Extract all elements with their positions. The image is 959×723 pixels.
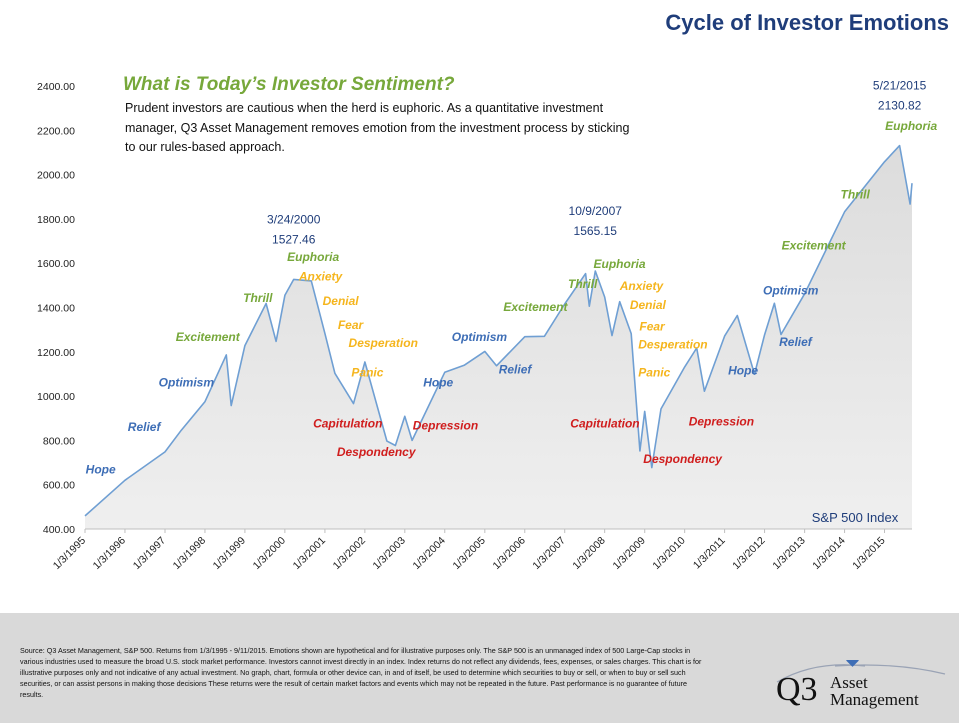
emotion-labels: HopeReliefOptimismExcitementThrillEuphor… xyxy=(86,119,938,477)
emotion-label-depression: Depression xyxy=(689,414,754,428)
x-tick-label: 1/3/1995 xyxy=(51,535,88,572)
emotion-label-despondency: Despondency xyxy=(337,445,417,459)
y-tick-label: 400.00 xyxy=(43,524,75,536)
y-tick-label: 2000.00 xyxy=(37,170,75,182)
x-tick-label: 1/3/2007 xyxy=(530,535,567,572)
page-title: Cycle of Investor Emotions xyxy=(665,10,949,35)
emotion-label-relief: Relief xyxy=(779,335,813,349)
logo-company-name: Asset Management xyxy=(830,674,919,708)
peak-value-label: 1527.46 xyxy=(272,232,316,246)
emotion-label-euphoria: Euphoria xyxy=(287,250,339,264)
emotion-label-anxiety: Anxiety xyxy=(298,269,344,283)
x-tick-label: 1/3/2002 xyxy=(331,535,368,572)
peak-date-label: 3/24/2000 xyxy=(267,212,321,226)
x-tick-label: 1/3/2014 xyxy=(810,535,847,572)
x-tick-label: 1/3/2004 xyxy=(410,535,447,572)
emotion-label-optimism: Optimism xyxy=(452,330,508,344)
emotion-label-euphoria: Euphoria xyxy=(594,257,646,271)
x-tick-label: 1/3/2009 xyxy=(610,535,647,572)
peak-value-label: 2130.82 xyxy=(878,99,922,113)
y-tick-label: 2400.00 xyxy=(37,81,75,93)
sp500-emotion-chart: 400.00 600.00 800.00 1000.00 1200.00 1400.00 1… xyxy=(37,74,938,572)
emotion-label-denial: Denial xyxy=(630,298,667,312)
y-tick-label: 1800.00 xyxy=(37,214,75,226)
x-tick-label: 1/3/2012 xyxy=(730,535,767,572)
emotion-label-thrill: Thrill xyxy=(568,277,598,291)
sentiment-box: What is Today’s Investor Sentiment? Prud… xyxy=(123,74,629,154)
emotion-label-denial: Denial xyxy=(323,294,360,308)
series-label: S&P 500 Index xyxy=(812,510,899,525)
emotion-label-panic: Panic xyxy=(638,366,670,380)
x-tick-label: 1/3/1998 xyxy=(171,535,208,572)
y-tick-label: 1400.00 xyxy=(37,303,75,315)
logo-line-management: Management xyxy=(830,690,919,709)
emotion-label-excitement: Excitement xyxy=(503,300,568,314)
emotion-label-anxiety: Anxiety xyxy=(619,279,665,293)
x-tick-label: 1/3/2003 xyxy=(371,535,408,572)
emotion-label-thrill: Thrill xyxy=(841,188,871,202)
y-axis-ticks: 400.00 600.00 800.00 1000.00 1200.00 1400.00 1… xyxy=(37,81,75,536)
emotion-label-relief: Relief xyxy=(128,420,162,434)
emotion-label-despondency: Despondency xyxy=(643,452,723,466)
logo-line-asset: Asset xyxy=(830,673,868,692)
x-tick-label: 1/3/2010 xyxy=(650,535,687,572)
x-tick-label: 1/3/1999 xyxy=(211,535,248,572)
emotion-label-panic: Panic xyxy=(351,366,383,380)
emotion-label-fear: Fear xyxy=(639,319,666,333)
y-tick-label: 1000.00 xyxy=(37,391,75,403)
y-tick-label: 2200.00 xyxy=(37,125,75,137)
emotion-label-depression: Depression xyxy=(413,418,478,432)
emotion-label-hope: Hope xyxy=(423,375,453,389)
x-tick-label: 1/3/2013 xyxy=(770,535,807,572)
y-tick-label: 800.00 xyxy=(43,435,75,447)
emotion-label-relief: Relief xyxy=(499,363,533,377)
emotion-label-thrill: Thrill xyxy=(243,291,273,305)
emotion-label-excitement: Excitement xyxy=(176,330,241,344)
footer: Source: Q3 Asset Management, S&P 500. Re… xyxy=(0,613,959,723)
emotion-label-optimism: Optimism xyxy=(763,283,819,297)
emotion-label-desperation: Desperation xyxy=(349,336,418,350)
x-tick-label: 1/3/2005 xyxy=(451,535,488,572)
emotion-label-optimism: Optimism xyxy=(159,376,215,390)
sentiment-line-2: manager, Q3 Asset Management removes emo… xyxy=(125,121,629,135)
emotion-label-capitulation: Capitulation xyxy=(313,416,382,430)
x-axis-ticks: 1/3/1995 1/3/1996 1/3/1997 1/3/1998 1/3/1999… xyxy=(51,529,888,572)
emotion-label-desperation: Desperation xyxy=(638,337,707,351)
x-tick-label: 1/3/2006 xyxy=(491,535,528,572)
logo-q3: Q3 xyxy=(776,671,818,708)
x-tick-label: 1/3/2001 xyxy=(291,535,328,572)
x-tick-label: 1/3/2011 xyxy=(691,535,728,572)
emotion-label-capitulation: Capitulation xyxy=(570,416,639,430)
x-tick-label: 1/3/1996 xyxy=(91,535,128,572)
sp500-area xyxy=(85,145,912,529)
sp500-line xyxy=(84,144,913,517)
disclaimer-text: Source: Q3 Asset Management, S&P 500. Re… xyxy=(20,646,702,699)
emotion-label-hope: Hope xyxy=(728,364,758,378)
x-tick-label: 1/3/2015 xyxy=(850,535,887,572)
y-tick-label: 1600.00 xyxy=(37,258,75,270)
emotion-label-excitement: Excitement xyxy=(782,238,847,252)
sentiment-line-3: to our rules-based approach. xyxy=(125,140,285,154)
y-tick-label: 1200.00 xyxy=(37,347,75,359)
peak-value-label: 1565.15 xyxy=(574,224,618,238)
peak-date-label: 5/21/2015 xyxy=(873,79,927,93)
sentiment-heading: What is Today’s Investor Sentiment? xyxy=(123,74,455,95)
peak-labels: 3/24/2000 1527.46 10/9/2007 1565.15 5/21/201… xyxy=(267,79,927,247)
x-tick-label: 1/3/2000 xyxy=(251,535,288,572)
x-tick-label: 1/3/2008 xyxy=(570,535,607,572)
emotion-label-euphoria: Euphoria xyxy=(885,119,937,133)
x-tick-label: 1/3/1997 xyxy=(131,535,168,572)
y-tick-label: 600.00 xyxy=(43,480,75,492)
sentiment-line-1: Prudent investors are cautious when the … xyxy=(125,101,604,115)
emotion-label-hope: Hope xyxy=(86,463,116,477)
peak-date-label: 10/9/2007 xyxy=(569,204,623,218)
emotion-label-fear: Fear xyxy=(338,318,365,332)
logo-swoosh xyxy=(776,660,946,683)
